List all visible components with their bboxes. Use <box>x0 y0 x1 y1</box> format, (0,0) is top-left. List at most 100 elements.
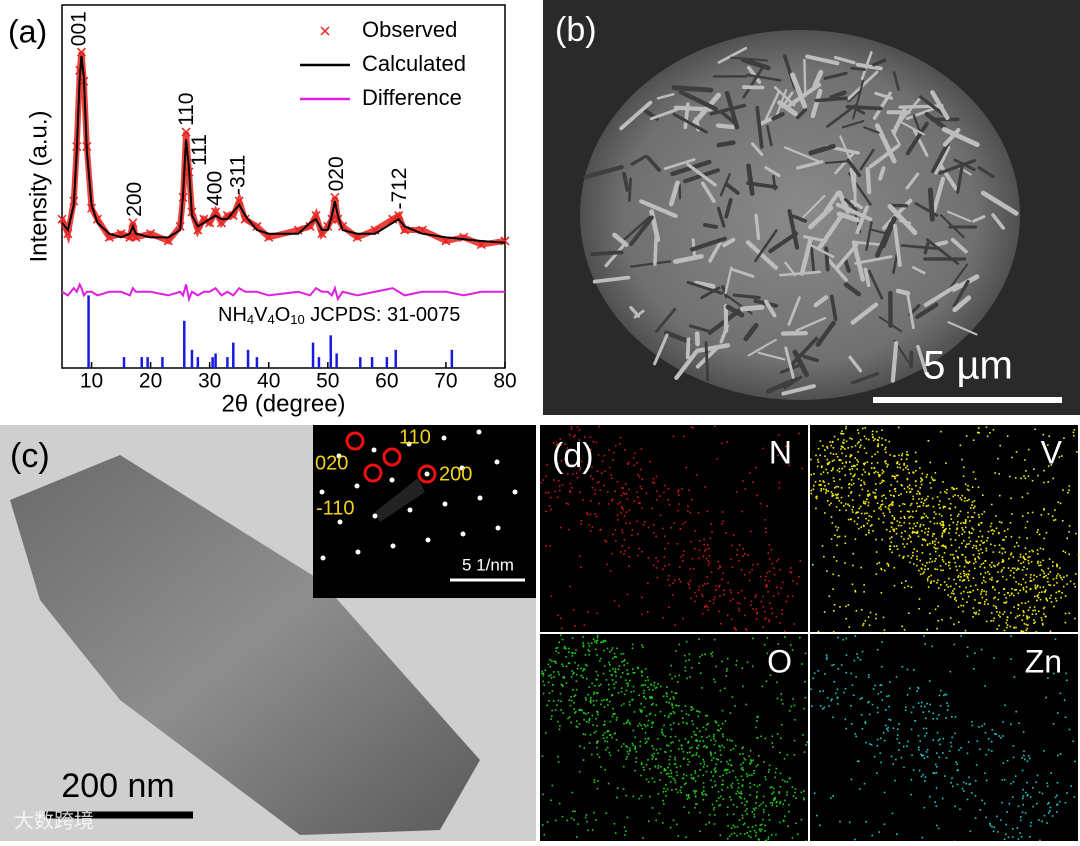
eds-dot <box>1023 557 1025 559</box>
eds-dot <box>642 728 644 730</box>
eds-dot <box>702 596 704 598</box>
series-line <box>62 285 505 300</box>
eds-dot <box>779 752 781 754</box>
eds-dot <box>1050 595 1052 597</box>
spot <box>338 520 343 525</box>
eds-dot <box>838 527 840 529</box>
eds-dot <box>980 573 982 575</box>
eds-dot <box>844 474 846 476</box>
eds-dot <box>573 819 575 821</box>
eds-dot <box>1074 429 1076 431</box>
eds-dot <box>795 797 797 799</box>
eds-dot <box>629 750 631 752</box>
eds-dot <box>899 742 901 744</box>
eds-dot <box>569 586 571 588</box>
eds-dot <box>896 528 898 530</box>
eds-dot <box>1015 581 1017 583</box>
eds-dot <box>1003 548 1005 550</box>
eds-dot <box>819 454 821 456</box>
eds-dot <box>1045 575 1047 577</box>
eds-dot <box>1007 760 1009 762</box>
eds-dot <box>1040 548 1042 550</box>
eds-dot <box>949 568 951 570</box>
eds-dot <box>626 746 628 748</box>
eds-dot <box>1048 802 1050 804</box>
eds-dot <box>960 573 962 575</box>
eds-dot <box>921 498 923 500</box>
eds-dot <box>891 552 893 554</box>
eds-dot <box>868 674 870 676</box>
eds-dot <box>950 518 952 520</box>
eds-dot <box>648 821 650 823</box>
eds-dot <box>685 521 687 523</box>
eds-dot <box>980 809 982 811</box>
eds-dot <box>881 495 883 497</box>
eds-dot <box>786 754 788 756</box>
eds-dot <box>655 687 657 689</box>
eds-dot <box>1014 676 1016 678</box>
eds-dot <box>936 752 938 754</box>
eds-dot <box>1042 623 1044 625</box>
eds-dot <box>694 592 696 594</box>
spot <box>478 496 483 501</box>
spot <box>443 502 448 507</box>
eds-dot <box>623 766 625 768</box>
eds-dot <box>1026 615 1028 617</box>
eds-dot <box>965 520 967 522</box>
eds-dot <box>909 523 911 525</box>
eds-dot <box>624 694 626 696</box>
eds-dot <box>547 821 549 823</box>
eds-dot <box>805 744 807 746</box>
eds-dot <box>889 531 891 533</box>
eds-dot <box>910 516 912 518</box>
eds-dot <box>587 514 589 516</box>
eds-dot <box>860 567 862 569</box>
eds-dot <box>715 666 717 668</box>
eds-dot <box>643 767 645 769</box>
eds-dot <box>720 690 722 692</box>
eds-dot <box>969 561 971 563</box>
eds-dot <box>1001 802 1003 804</box>
eds-dot <box>686 794 688 796</box>
eds-dot <box>772 735 774 737</box>
eds-dot <box>1035 585 1037 587</box>
eds-dot <box>742 817 744 819</box>
eds-dot <box>910 794 912 796</box>
legend-label: Difference <box>362 85 462 110</box>
eds-dot <box>933 517 935 519</box>
eds-dot <box>667 499 669 501</box>
eds-dot <box>826 658 828 660</box>
eds-dot <box>557 756 559 758</box>
eds-dot <box>614 653 616 655</box>
eds-dot <box>848 604 850 606</box>
eds-dot <box>660 686 662 688</box>
eds-dot <box>814 672 816 674</box>
eds-dot <box>999 616 1001 618</box>
eds-dot <box>615 681 617 683</box>
eds-dot <box>767 591 769 593</box>
eds-dot <box>668 717 670 719</box>
eds-dot <box>662 800 664 802</box>
eds-dot <box>675 782 677 784</box>
eds-dot <box>764 618 766 620</box>
eds-dot <box>615 540 617 542</box>
eds-dot <box>621 705 623 707</box>
eds-dot <box>1003 567 1005 569</box>
eds-dot <box>864 427 866 429</box>
eds-dot <box>699 812 701 814</box>
eds-dot <box>968 543 970 545</box>
spot <box>356 550 361 555</box>
eds-dot <box>912 511 914 513</box>
eds-dot <box>897 461 899 463</box>
eds-dot <box>889 538 891 540</box>
eds-dot <box>778 482 780 484</box>
eds-dot <box>597 482 599 484</box>
eds-dot <box>672 742 674 744</box>
eds-dot <box>1051 601 1053 603</box>
flake <box>804 60 805 96</box>
eds-dot <box>837 493 839 495</box>
eds-dot <box>945 563 947 565</box>
eds-dot <box>594 641 596 643</box>
eds-dot <box>935 472 937 474</box>
eds-dot <box>718 611 720 613</box>
